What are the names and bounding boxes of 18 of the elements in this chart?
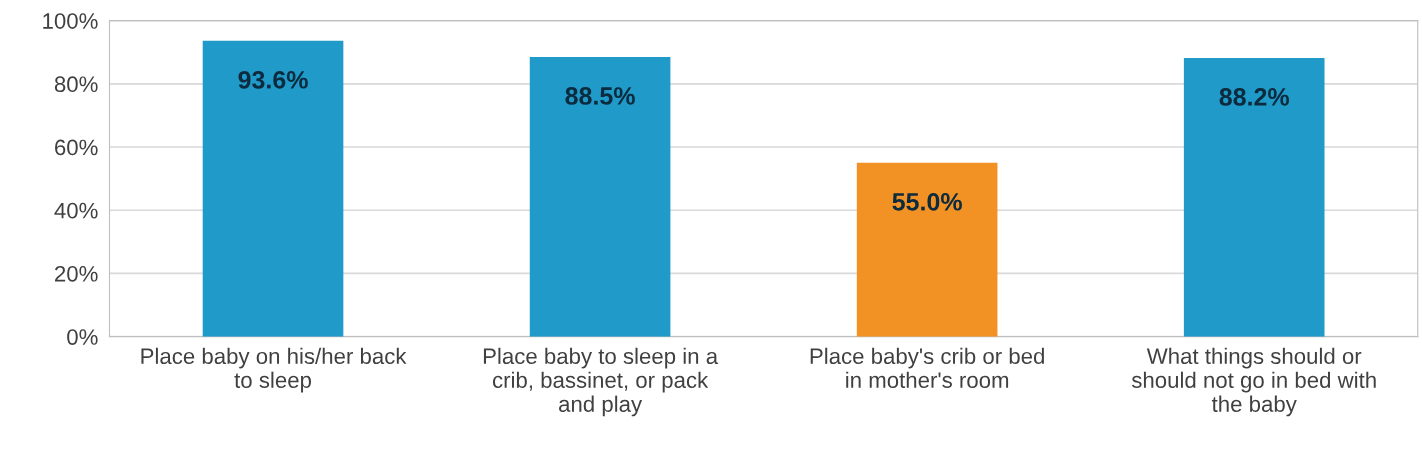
y-tick-label: 0% (67, 329, 98, 345)
y-tick-label: 20% (55, 265, 98, 282)
data-label: 88.2% (1219, 88, 1289, 106)
bar (856, 162, 998, 337)
x-tick-label: Place baby's crib or bed in mother's room (810, 347, 1044, 388)
y-tick-label: 80% (54, 76, 98, 93)
bar (202, 40, 344, 337)
y-tick-label: 100% (43, 13, 98, 29)
x-tick-label: What things should or should not go in bed with the baby (1131, 347, 1376, 417)
bar (1183, 57, 1325, 337)
y-tick-label: 60% (55, 139, 98, 156)
x-tick-label: Place baby to sleep in a crib, bassinet, or pack and play (483, 347, 719, 417)
data-label: 88.5% (565, 87, 635, 105)
data-label: 93.6% (238, 70, 308, 89)
y-tick-label: 40% (54, 202, 98, 219)
data-label: 55.0% (892, 192, 962, 211)
x-tick-label: Place baby on his/her back to sleep (141, 347, 407, 393)
bar (529, 56, 671, 337)
